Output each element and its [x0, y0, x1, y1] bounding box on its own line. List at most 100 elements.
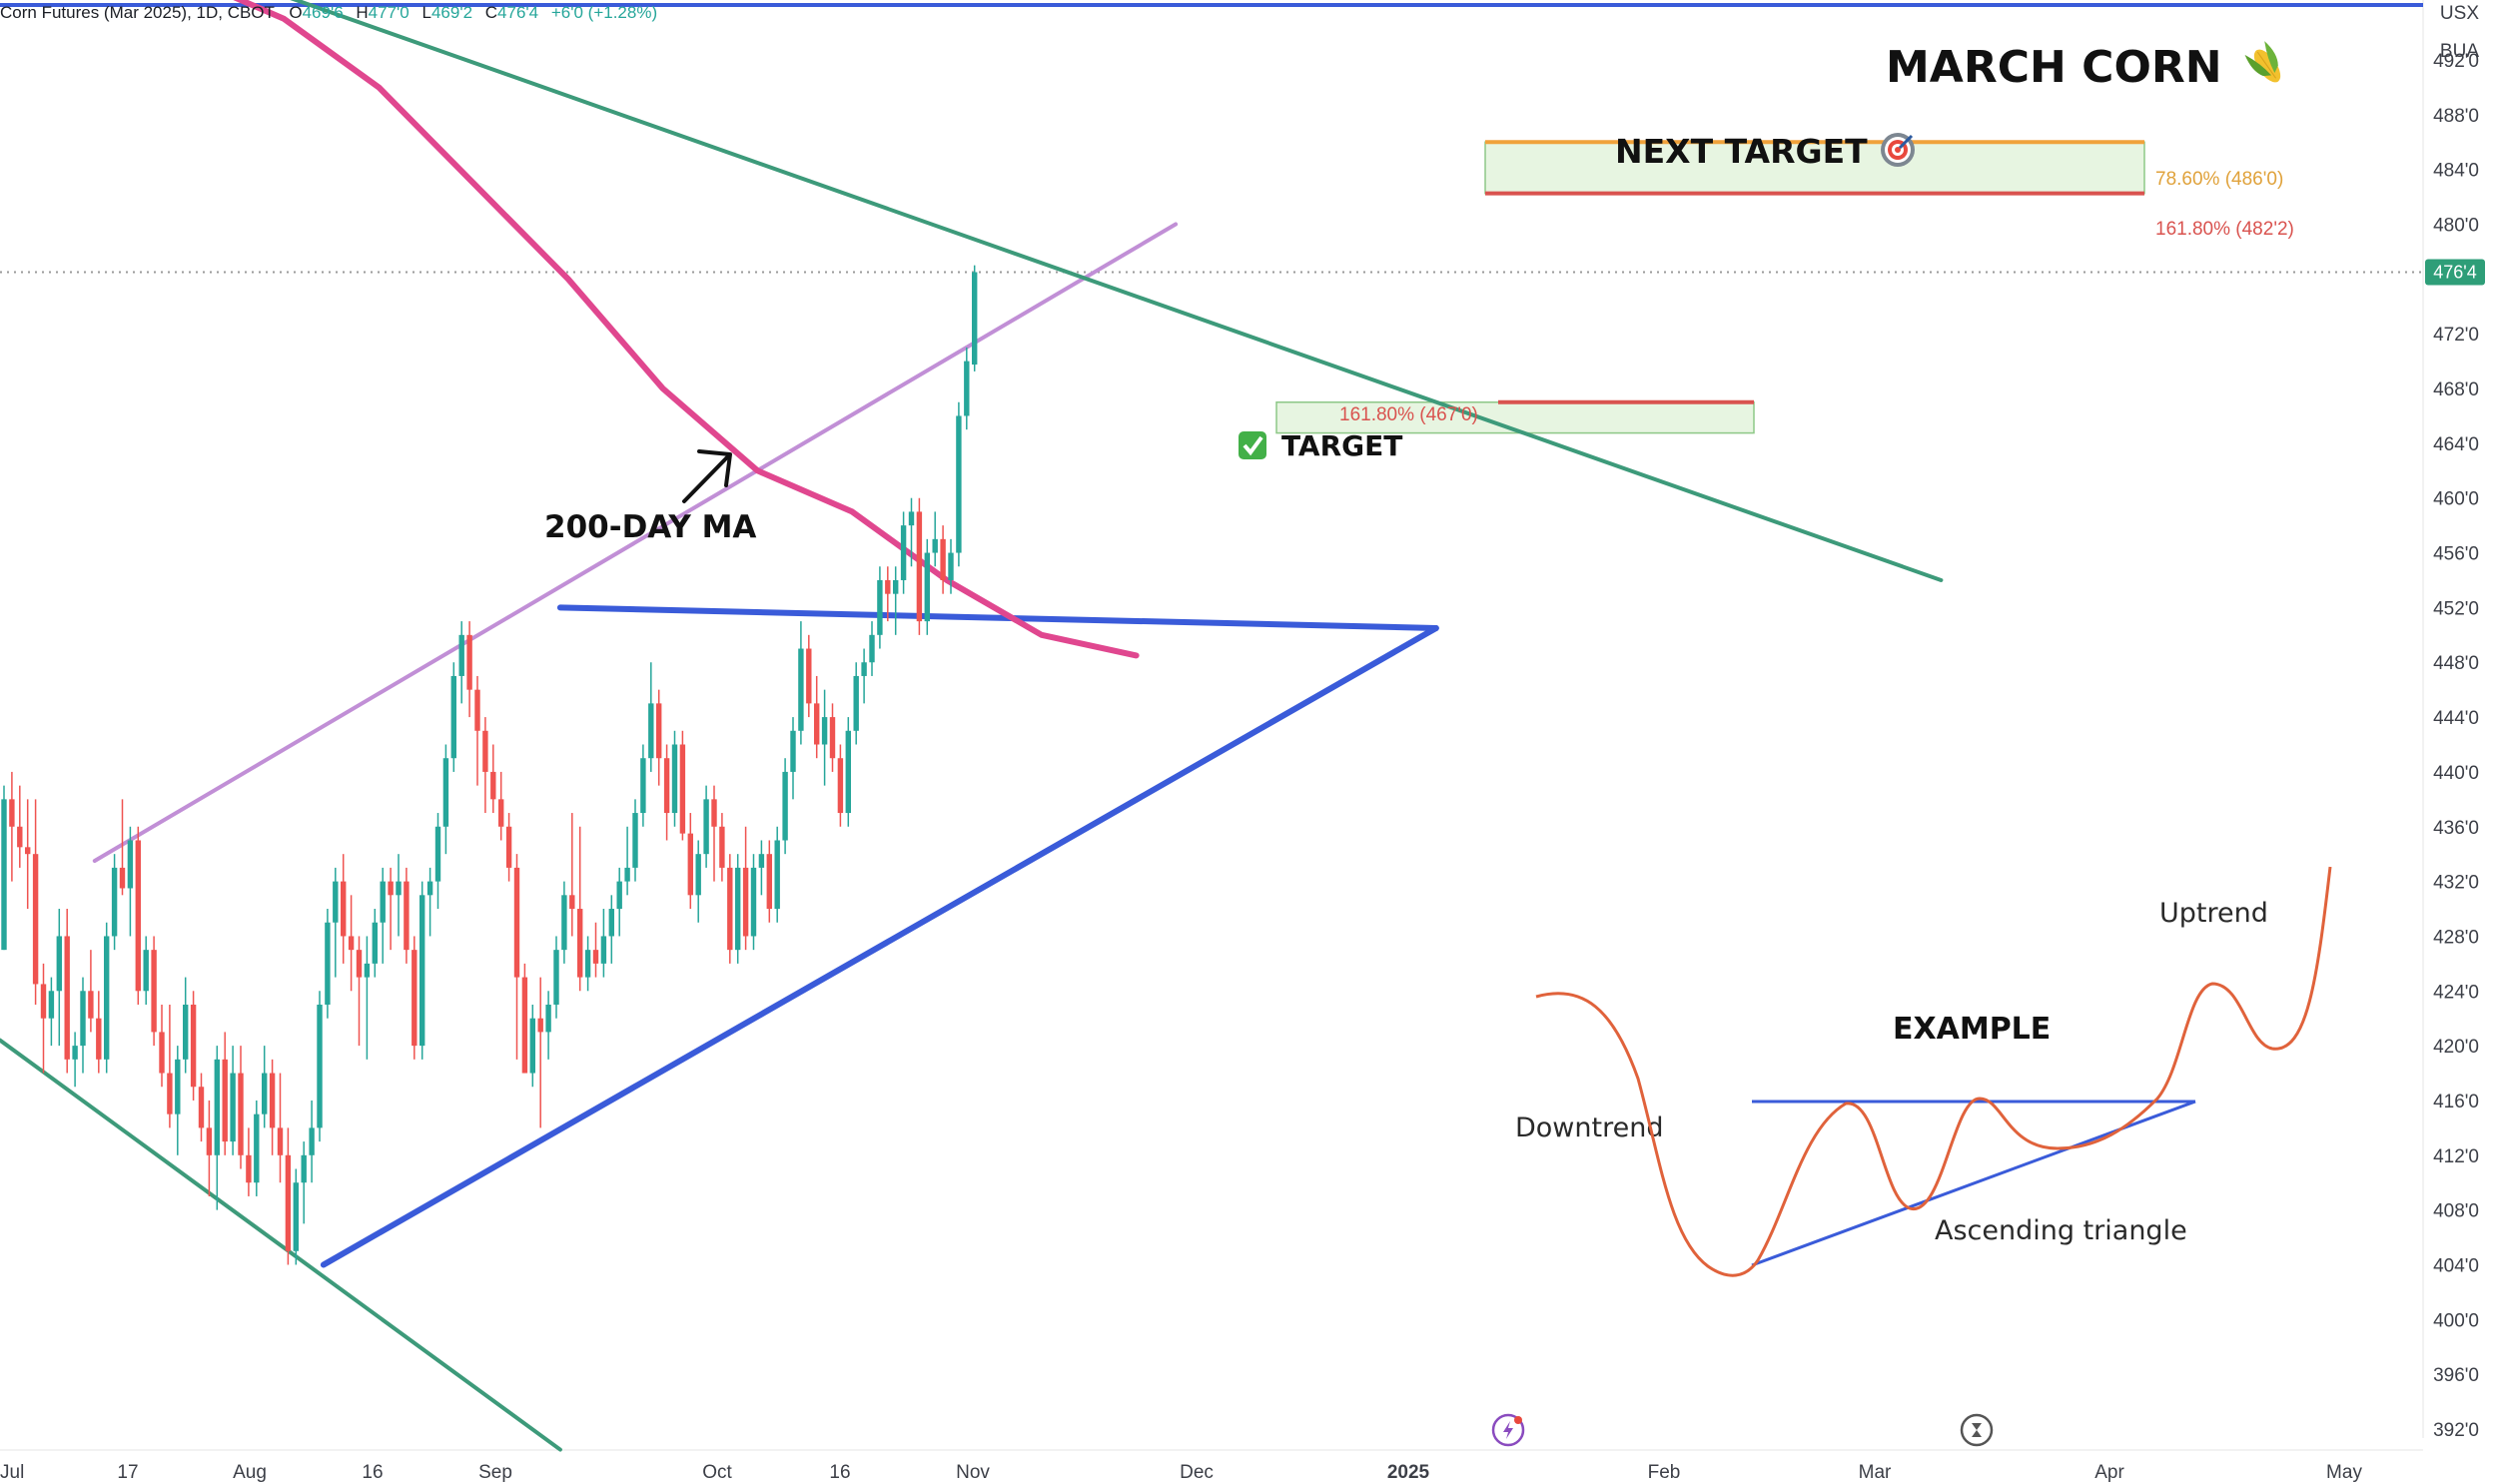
candle	[853, 662, 859, 745]
candle	[56, 909, 62, 1047]
candle-body	[490, 771, 496, 800]
candle	[908, 497, 915, 567]
candle	[372, 909, 378, 978]
example-uptrend-label: Uptrend	[2159, 898, 2268, 929]
candle	[624, 826, 630, 896]
candle	[561, 881, 567, 964]
candle	[774, 826, 780, 923]
symbol-title: Corn Futures (Mar 2025), 1D, CBOT	[0, 3, 275, 22]
lightning-icon[interactable]	[1491, 1413, 1525, 1447]
price-tick-label: 448'0	[2433, 653, 2479, 674]
example-triangle-label: Ascending triangle	[1935, 1215, 2187, 1246]
example-inset: EXAMPLE Downtrend Uptrend Ascending tria…	[1501, 839, 2340, 1318]
candle	[916, 497, 923, 635]
open-value: 469'6	[303, 3, 344, 22]
candle-body	[151, 950, 157, 1033]
candle	[183, 977, 189, 1074]
candle	[600, 909, 607, 978]
candle	[450, 662, 456, 772]
candle-body	[135, 840, 141, 992]
price-axis[interactable]: 492'0 488'0 484'0 480'0 472'0 468'0 464'0 460'0…	[2433, 51, 2479, 1441]
candle	[648, 662, 654, 772]
unit-label: USX	[2440, 3, 2479, 24]
candle	[821, 689, 828, 786]
candle	[782, 758, 788, 855]
candle	[119, 799, 126, 896]
candle	[750, 854, 757, 951]
candle-body	[924, 552, 930, 622]
candle-body	[364, 963, 371, 978]
candle	[695, 840, 701, 923]
ma-200-line	[233, 0, 1140, 659]
target-label: TARGET	[1281, 429, 1402, 462]
fib-label-lower: 161.80% (467'0)	[1339, 404, 1478, 425]
candle	[96, 991, 102, 1074]
candle-body	[505, 826, 512, 868]
corn-icon	[2244, 41, 2281, 83]
candle-body	[9, 799, 15, 827]
candle	[127, 826, 134, 937]
candle	[948, 538, 954, 594]
candle	[900, 511, 907, 594]
candle	[48, 977, 55, 1047]
next-target-label: NEXT TARGET	[1615, 132, 1868, 171]
candle-body	[719, 826, 725, 868]
candle	[230, 1046, 236, 1155]
candle	[246, 1127, 252, 1196]
candle	[679, 730, 686, 841]
candle	[380, 867, 386, 964]
descending-channel-lower	[0, 1038, 562, 1452]
candle-body	[466, 634, 472, 690]
triangle-resistance	[556, 604, 1439, 631]
candle-body	[434, 826, 441, 882]
candle	[396, 854, 402, 937]
candle-body	[40, 984, 47, 1019]
candle-body	[356, 950, 363, 978]
price-tick-label: 488'0	[2433, 106, 2479, 127]
candle-body	[703, 799, 709, 855]
candle	[442, 744, 449, 855]
candle-body	[663, 758, 670, 814]
open-label: O	[289, 3, 302, 22]
candle	[869, 621, 875, 676]
time-axis[interactable]: Jul 17 Aug 16 Sep Oct 16 Nov Dec 2025 Feb Mar Apr May	[0, 1462, 2362, 1483]
time-tick-label: 16	[829, 1462, 850, 1483]
timer-icon[interactable]	[1960, 1413, 1994, 1447]
candle	[262, 1046, 268, 1128]
check-icon	[1239, 431, 1266, 459]
candle	[190, 991, 197, 1101]
candle	[333, 867, 339, 978]
contract-label: BUA	[2440, 41, 2479, 62]
candle	[285, 1127, 292, 1265]
candle-body	[845, 730, 851, 814]
candle-body	[766, 854, 772, 910]
price-tick-label: 428'0	[2433, 927, 2479, 948]
candle	[505, 813, 512, 882]
candle-body	[333, 881, 339, 923]
candle	[806, 634, 812, 718]
candle-body	[127, 840, 134, 889]
candle-body	[940, 538, 946, 580]
candle	[412, 936, 417, 1060]
target-icon	[1881, 133, 1915, 167]
candle-body	[96, 1018, 102, 1060]
price-tick-label: 452'0	[2433, 598, 2479, 619]
time-tick-label: Nov	[956, 1462, 990, 1483]
change-value: +6'0 (+1.28%)	[551, 3, 657, 22]
close-label: C	[485, 3, 497, 22]
candle-body	[254, 1113, 260, 1183]
candle	[325, 909, 331, 1019]
candle-body	[814, 703, 820, 745]
candle-body	[972, 272, 978, 366]
example-price-curve	[1535, 866, 2332, 1277]
fib-label-upper-1: 78.60% (486'0)	[2155, 169, 2283, 190]
candle-body	[119, 867, 126, 889]
price-tick-label: 492'0	[2433, 51, 2479, 72]
candle	[88, 950, 94, 1033]
candle	[426, 867, 433, 937]
candle-body	[80, 991, 86, 1047]
candle	[482, 717, 488, 814]
candle	[529, 1004, 535, 1088]
candle-body	[742, 867, 749, 937]
candle-body	[262, 1073, 268, 1114]
